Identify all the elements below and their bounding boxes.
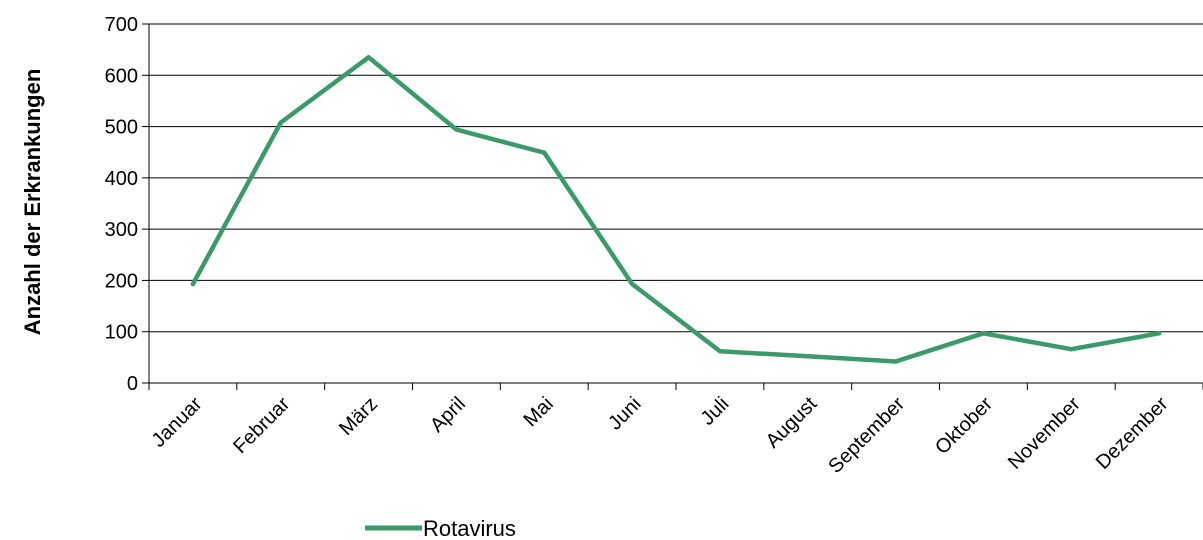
y-tick-labels: 0 100 200 300 400 500 600 700 bbox=[105, 14, 138, 395]
y-tick-label-500: 500 bbox=[105, 117, 138, 139]
series-lines bbox=[190, 55, 1162, 364]
x-tick-label: Juli bbox=[697, 393, 734, 430]
data-point bbox=[278, 120, 283, 125]
x-tick-label: September bbox=[824, 393, 909, 478]
x-tick-label: Oktober bbox=[931, 393, 997, 459]
data-point bbox=[630, 282, 635, 287]
data-point bbox=[1069, 347, 1074, 352]
axes bbox=[142, 23, 1203, 390]
data-point bbox=[542, 150, 547, 155]
series-line-rotavirus bbox=[190, 55, 1162, 364]
data-point bbox=[190, 282, 195, 287]
y-tick-label-100: 100 bbox=[105, 322, 138, 344]
x-tick-label: Januar bbox=[148, 393, 207, 452]
data-point bbox=[805, 354, 810, 359]
x-tick-label: März bbox=[335, 393, 382, 440]
x-tick-label: Mai bbox=[519, 393, 557, 431]
data-point bbox=[981, 331, 986, 336]
gridlines bbox=[149, 23, 1203, 333]
x-tick-label: August bbox=[762, 393, 822, 453]
y-tick-label-400: 400 bbox=[105, 168, 138, 190]
data-point bbox=[717, 349, 722, 354]
data-point bbox=[366, 55, 371, 60]
x-tick-label: Dezember bbox=[1092, 393, 1173, 474]
y-tick-label-200: 200 bbox=[105, 270, 138, 292]
data-point bbox=[454, 127, 459, 132]
y-tick-label-300: 300 bbox=[105, 219, 138, 241]
data-point bbox=[893, 359, 898, 364]
legend-label-rotavirus: Rotavirus bbox=[423, 516, 516, 540]
legend: Rotavirus bbox=[365, 516, 516, 540]
y-tick-label-700: 700 bbox=[105, 14, 138, 36]
x-tick-labels: Januar Februar März April Mai Juni Juli August S… bbox=[148, 393, 1173, 478]
y-axis-label: Anzahl der Erkrankungen bbox=[20, 69, 45, 336]
y-tick-label-0: 0 bbox=[127, 373, 138, 395]
data-point bbox=[1157, 331, 1162, 336]
x-tick-label: April bbox=[426, 393, 470, 437]
y-tick-label-600: 600 bbox=[105, 65, 138, 87]
x-tick-label: Februar bbox=[229, 393, 294, 458]
x-tick-label: November bbox=[1004, 393, 1085, 474]
x-tick-label: Juni bbox=[604, 393, 646, 435]
